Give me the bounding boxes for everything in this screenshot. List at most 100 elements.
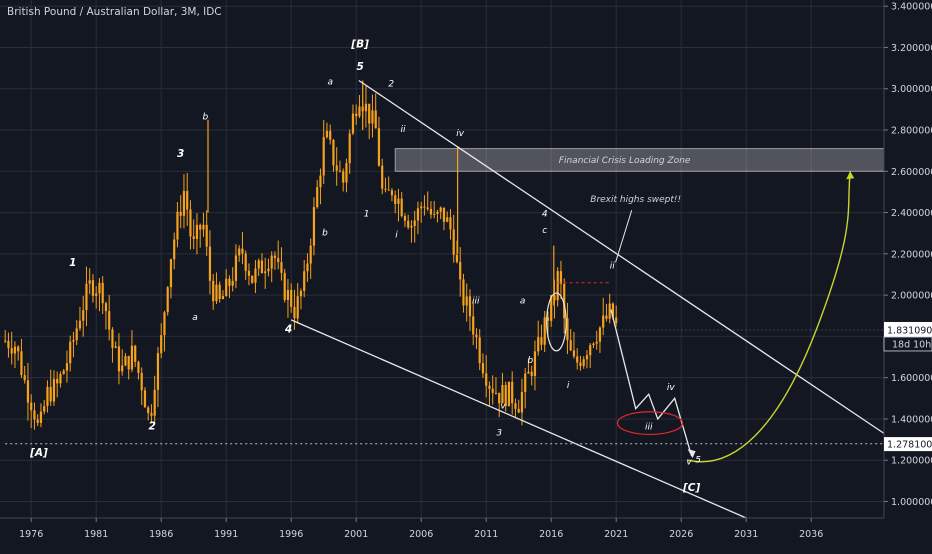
candle-body	[182, 190, 186, 216]
candle-body	[566, 318, 569, 341]
candle	[69, 335, 72, 372]
candle	[286, 279, 290, 318]
candle-body	[348, 133, 351, 164]
candle	[423, 195, 426, 216]
candle	[267, 258, 270, 277]
candle	[371, 94, 374, 138]
candle	[520, 378, 524, 426]
candle	[400, 192, 403, 218]
candle	[95, 286, 98, 309]
candle	[403, 213, 407, 227]
candle-body	[462, 279, 465, 306]
candle	[296, 283, 299, 324]
wave-label: a	[192, 313, 198, 323]
candle-body	[20, 351, 23, 376]
candle-body	[400, 198, 403, 217]
candle	[134, 344, 137, 368]
candle	[364, 85, 368, 128]
y-tick-label: 1.600000	[891, 373, 932, 384]
candle	[39, 403, 43, 428]
candle-body	[306, 263, 309, 272]
candle	[449, 209, 452, 240]
candle	[390, 188, 394, 202]
candle-body	[189, 209, 192, 237]
candle-body	[598, 327, 602, 342]
ellipse-marker	[546, 292, 567, 352]
y-tick-label: 2.000000	[891, 291, 932, 302]
candle	[436, 209, 439, 223]
candle	[488, 381, 491, 407]
candle-body	[472, 316, 475, 335]
candle-body	[527, 371, 530, 374]
candle	[608, 293, 611, 324]
candle-body	[166, 287, 169, 313]
candle	[244, 250, 247, 280]
candle	[111, 327, 114, 363]
candle	[345, 158, 348, 193]
candle-body	[569, 340, 572, 351]
wave-label: b	[203, 113, 209, 123]
candle-body	[186, 190, 189, 210]
candle	[91, 274, 95, 303]
candle	[182, 174, 186, 229]
ellipse-marker	[616, 411, 684, 436]
candle-body	[10, 348, 13, 354]
x-tick-label: 1976	[19, 529, 43, 540]
candle	[23, 366, 26, 384]
trendline	[358, 79, 885, 434]
candle	[75, 320, 78, 346]
last-price-tag	[884, 321, 932, 337]
candle-body	[410, 225, 413, 228]
wave-label: 4	[542, 210, 548, 220]
annotation-text: Brexit highs swept!!	[590, 195, 681, 205]
candle	[413, 210, 416, 243]
candle	[319, 168, 322, 205]
candle-body	[351, 113, 355, 134]
candle	[468, 289, 472, 332]
candle	[234, 244, 238, 289]
candle-body	[95, 293, 98, 296]
candle-body	[403, 216, 407, 221]
last-price-label: 1.831090	[887, 325, 932, 336]
candle	[374, 93, 377, 129]
candle-body	[338, 170, 342, 172]
candle-body	[88, 280, 91, 284]
candle	[72, 331, 75, 358]
candle-body	[342, 171, 345, 183]
candle	[65, 350, 69, 383]
candle-body	[426, 207, 429, 209]
candle-body	[72, 340, 75, 342]
candle	[556, 267, 559, 307]
candle	[527, 358, 530, 374]
wave-label: 1	[69, 257, 76, 269]
candle-body	[143, 390, 147, 408]
candle-body	[260, 260, 264, 274]
candle-body	[267, 268, 270, 272]
candle	[186, 172, 189, 226]
candle-body	[501, 385, 504, 404]
candle-body	[150, 412, 153, 416]
y-axis-panel	[884, 0, 932, 550]
candle-body	[381, 165, 384, 189]
candle-body	[358, 106, 361, 117]
candle	[254, 260, 257, 294]
candle	[498, 392, 501, 418]
wave-label: b	[528, 356, 534, 366]
y-tick-label: 1.000000	[891, 497, 932, 508]
annotation-arrow	[615, 210, 633, 263]
candle-body	[215, 284, 218, 302]
candle	[260, 253, 264, 274]
candle-body	[160, 335, 163, 354]
trendline	[290, 319, 747, 519]
candle-body	[17, 346, 20, 352]
candle-body	[270, 255, 273, 269]
y-tick-label: 1.200000	[891, 456, 932, 467]
candle	[442, 207, 446, 231]
wave-label: 5	[695, 455, 701, 465]
candle	[514, 398, 517, 418]
candle	[303, 259, 306, 298]
candle	[446, 211, 449, 223]
candle-body	[423, 206, 426, 208]
